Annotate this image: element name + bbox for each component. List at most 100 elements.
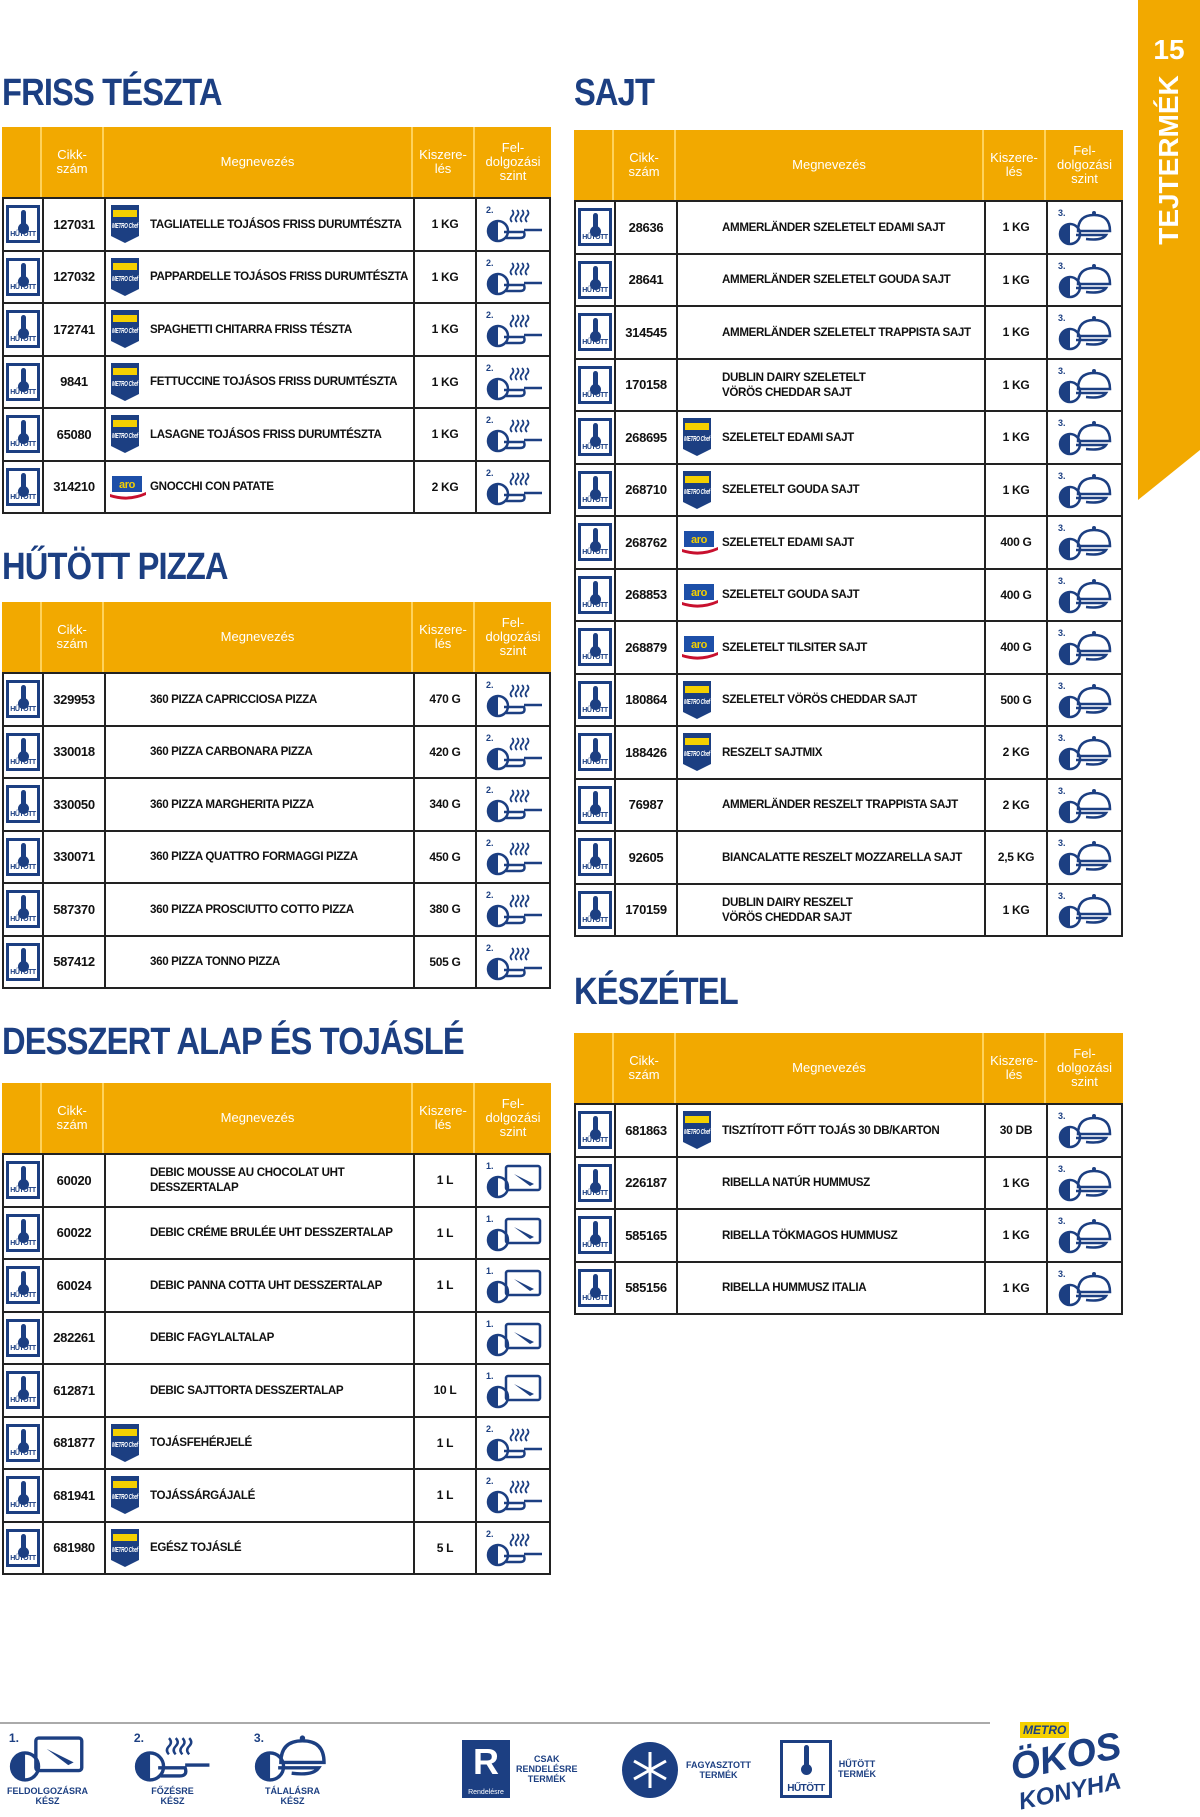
package-size: 1 KG (415, 409, 477, 460)
header-level: Fel- dolgozási szint (485, 1096, 541, 1139)
chilled-product-icon: HŰTÖTT (6, 837, 40, 876)
metro-chef-logo-text: METRO Chef (112, 381, 139, 388)
level-number: 2. (486, 468, 494, 478)
table-row: HŰTÖTT 268710 METRO Chef SZELETELT GOUDA SA… (574, 464, 1123, 517)
product-code: 587370 (44, 884, 106, 935)
table-row: HŰTÖTT 314545 AMMERLÄNDER SZELETELT TRAPPI… (574, 307, 1123, 360)
table-row: HŰTÖTT 681863 METRO Chef TISZTÍTOTT FŐTT TO… (574, 1105, 1123, 1158)
chilled-icon-text: HŰTÖTT (787, 1783, 825, 1794)
thermometer-icon (18, 1271, 29, 1296)
package-size: 1 L (415, 1470, 477, 1521)
header-size: Kiszere- lés (413, 127, 475, 197)
processing-level-3-icon: 3. (1058, 628, 1111, 666)
brand-logo (110, 1160, 146, 1200)
processing-level-1-icon: 1. (486, 1214, 542, 1251)
header-icon-col (2, 127, 42, 197)
table-header: Cikk- szám Megnevezés Kiszere- lés Fel- dol… (2, 1083, 551, 1153)
processing-level-2-icon: 2. (486, 680, 542, 718)
level-number: 3. (1058, 576, 1066, 586)
chilled-product-icon: HŰTÖTT (578, 313, 612, 352)
aro-logo: aro (110, 475, 146, 500)
package-size: 1 L (415, 1417, 477, 1468)
chilled-product-icon: HŰTÖTT (578, 680, 612, 719)
product-table-friss: Cikk- szám Megnevezés Kiszere- lés Fel- dol… (2, 127, 551, 514)
table-row: HŰTÖTT 172741 METRO Chef SPAGHETTI CHITARRA… (2, 304, 551, 357)
product-code: 172741 (44, 304, 106, 355)
chilled-product-icon: HŰTÖTT (6, 1213, 40, 1252)
category-side-tab: 15 TEJTERMÉK (1138, 0, 1200, 500)
chilled-product-icon: HŰTÖTT (6, 1476, 40, 1515)
order-only-logo-text: Rendelésre (468, 1789, 504, 1796)
level-number: 3. (253, 1731, 263, 1745)
product-code: 330018 (44, 726, 106, 777)
product-name: DEBIC MOUSSE AU CHOCOLAT UHT DESSZERTALA… (150, 1166, 345, 1195)
metro-chef-logo: METRO Chef (111, 205, 139, 244)
thermometer-icon (18, 1533, 29, 1558)
brand-logo: METRO Chef (682, 1110, 718, 1150)
processing-level-2-icon: 2. (486, 205, 542, 243)
header-level: Fel- dolgozási szint (1057, 1046, 1112, 1089)
metro-chef-logo: METRO Chef (683, 733, 711, 772)
package-size: 450 G (415, 831, 477, 882)
product-code: 127032 (44, 251, 106, 302)
chilled-product-icon: HŰTÖTT (578, 1216, 612, 1255)
legend-level-2: 2. FŐZÉSRE KÉSZ (125, 1730, 220, 1806)
product-code: 60020 (44, 1155, 106, 1206)
product-name: 360 PIZZA QUATTRO FORMAGGI PIZZA (150, 850, 358, 864)
product-code: 60024 (44, 1260, 106, 1311)
thermometer-icon (590, 528, 601, 553)
chilled-product-icon: HŰTÖTT (6, 1371, 40, 1410)
product-name: DEBIC SAJTTORTA DESSZERTALAP (150, 1383, 344, 1397)
level-number: 3. (1058, 261, 1066, 271)
brand-logo: METRO Chef (110, 204, 146, 244)
thermometer-icon (590, 1273, 601, 1298)
chilled-product-icon: HŰTÖTT (578, 1163, 612, 1202)
chilled-product-icon: HŰTÖTT (578, 838, 612, 877)
thermometer-icon (590, 370, 601, 395)
chilled-label: HŰTÖTT (10, 1187, 36, 1195)
package-size: 2 KG (986, 779, 1048, 830)
chilled-product-icon: HŰTÖTT (578, 1268, 612, 1307)
package-size: 1 KG (986, 254, 1048, 305)
page-number: 15 (1153, 34, 1185, 65)
metro-chef-logo-text: METRO Chef (112, 1547, 139, 1554)
table-row: HŰTÖTT 330071 360 PIZZA QUATTRO FORMAGGI P… (2, 831, 551, 884)
metro-chef-logo-text: METRO Chef (112, 1494, 139, 1501)
table-header: Cikk- szám Megnevezés Kiszere- lés Fel- dol… (574, 1033, 1123, 1103)
product-name: 360 PIZZA CARBONARA PIZZA (150, 745, 313, 759)
brand-logo: METRO Chef (682, 732, 718, 772)
product-code: 226187 (616, 1157, 678, 1208)
level-number: 3. (1058, 1164, 1066, 1174)
product-code: 28636 (616, 202, 678, 253)
brand-logo (682, 837, 718, 877)
metro-chef-logo-text: METRO Chef (684, 436, 711, 443)
brand-logo: METRO Chef (110, 1423, 146, 1463)
chilled-label: HŰTÖTT (582, 444, 608, 452)
thermometer-icon (590, 1221, 601, 1246)
product-name: 360 PIZZA TONNO PIZZA (150, 955, 280, 969)
brand-logo: aro (682, 575, 718, 615)
processing-level-3-icon: 3. (1058, 471, 1111, 508)
product-code: 268879 (616, 622, 678, 673)
metro-chef-logo: METRO Chef (111, 415, 139, 454)
processing-level-3-icon: 3. (1058, 1164, 1111, 1201)
package-size: 1 KG (986, 1262, 1048, 1313)
chilled-label: HŰTÖTT (10, 1502, 36, 1510)
table-row: HŰTÖTT 60022 DEBIC CRÉME BRULÉE UHT DESSZE… (2, 1207, 551, 1260)
level-number: 2. (486, 680, 494, 690)
chilled-label: HŰTÖTT (10, 493, 36, 501)
product-name: BIANCALATTE RESZELT MOZZARELLA SAJT (722, 850, 963, 864)
product-name: LASAGNE TOJÁSOS FRISS DURUMTÉSZTA (150, 427, 382, 441)
table-row: HŰTÖTT 76987 AMMERLÄNDER RESZELT TRAPPISTA… (574, 779, 1123, 832)
package-size: 380 G (415, 884, 477, 935)
package-size: 400 G (986, 517, 1048, 568)
product-code: 268853 (616, 569, 678, 620)
thermometer-icon (590, 895, 601, 920)
chilled-label: HŰTÖTT (582, 864, 608, 872)
product-code: 28641 (616, 254, 678, 305)
chilled-product-icon: HŰTÖTT (578, 470, 612, 509)
brand-logo: aro (682, 627, 718, 667)
product-code: 681877 (44, 1417, 106, 1468)
product-name: TISZTÍTOTT FŐTT TOJÁS 30 DB/KARTON (722, 1123, 940, 1137)
processing-level-2-icon: 2. (486, 258, 542, 295)
